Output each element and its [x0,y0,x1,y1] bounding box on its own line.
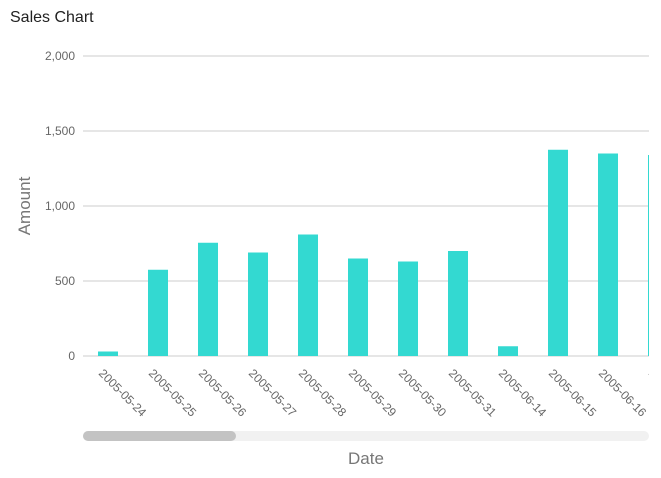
bars [98,149,661,357]
y-axis-title: Amount [15,176,34,235]
x-tick-label: 2005-05-29 [346,366,400,420]
x-tick-label: 2005-06-16 [596,366,650,420]
bar[interactable] [648,155,661,356]
bar[interactable] [398,261,418,357]
x-tick-label: 2005-05-27 [246,366,300,420]
x-axis-title: Date [348,449,384,468]
bar[interactable] [548,149,568,356]
bar[interactable] [298,234,318,357]
y-tick-label: 2,000 [45,49,75,63]
y-tick-label: 500 [55,274,75,288]
x-tick-label: 2005-06-17 [646,366,661,420]
x-tick-label: 2005-06-14 [496,366,550,420]
bar[interactable] [448,251,468,356]
horizontal-scrollbar[interactable] [83,431,649,441]
chart-title: Sales Chart [10,9,94,26]
y-axis-ticks: 0 500 1,000 1,500 2,000 [45,49,75,363]
bar[interactable] [248,252,268,357]
x-axis-ticks: 2005-05-242005-05-252005-05-262005-05-27… [96,366,661,420]
bar[interactable] [348,258,368,357]
scrollbar-thumb[interactable] [83,431,236,441]
x-tick-label: 2005-05-24 [96,366,150,420]
bar[interactable] [198,242,218,356]
y-tick-label: 1,000 [45,199,75,213]
x-tick-label: 2005-05-28 [296,366,350,420]
x-tick-label: 2005-05-26 [196,366,250,420]
y-tick-label: 0 [68,349,75,363]
x-tick-label: 2005-06-15 [546,366,600,420]
x-tick-label: 2005-05-25 [146,366,200,420]
bar[interactable] [98,351,118,357]
y-tick-label: 1,500 [45,124,75,138]
x-tick-label: 2005-05-30 [396,366,450,420]
bar[interactable] [498,346,518,356]
x-tick-label: 2005-05-31 [446,366,500,420]
bar[interactable] [148,269,168,356]
bar[interactable] [598,153,618,357]
